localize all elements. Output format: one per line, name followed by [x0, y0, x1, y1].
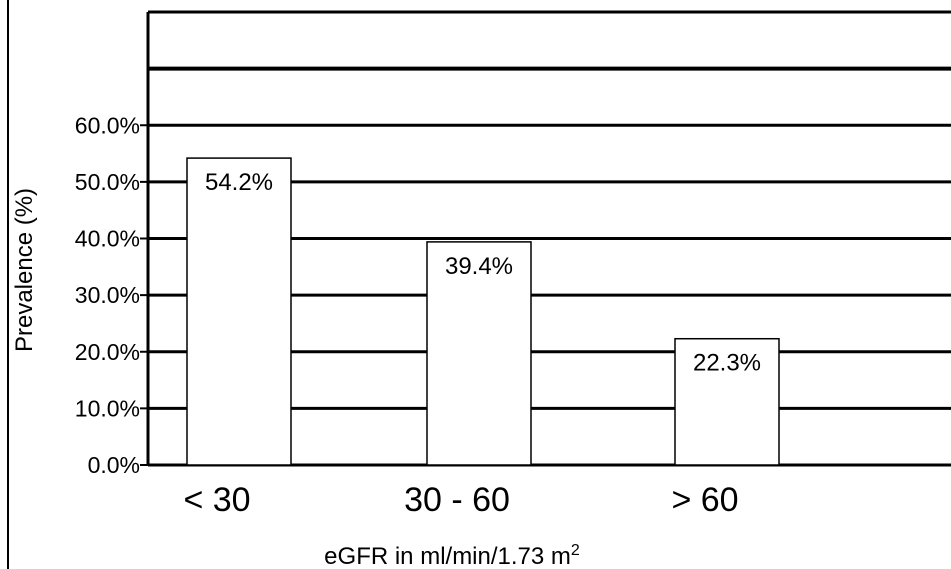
- bars: 54.2% 39.4% 22.3%: [186, 157, 780, 466]
- x-tick-label: < 30: [183, 481, 250, 519]
- y-tick-label: 30.0%: [75, 282, 140, 308]
- bar-data-label: 39.4%: [445, 253, 513, 280]
- y-tick-label: 10.0%: [75, 395, 140, 421]
- y-tick-label: 20.0%: [75, 339, 140, 365]
- x-tick-label: > 60: [671, 481, 738, 519]
- bar-data-label: 22.3%: [693, 350, 761, 377]
- y-tick-label: 0.0%: [88, 452, 140, 478]
- x-tick-label: 30 - 60: [404, 481, 510, 519]
- x-tick-labels: < 30 30 - 60 > 60: [183, 481, 738, 519]
- bar: [426, 241, 532, 466]
- bar-data-label: 54.2%: [205, 169, 273, 196]
- y-tick-label: 40.0%: [75, 226, 140, 252]
- y-tick-label: 50.0%: [75, 169, 140, 195]
- x-axis-label: eGFR in ml/min/1.73 m2: [324, 542, 580, 569]
- y-axis-label: Prevalence (%): [11, 188, 38, 352]
- x-axis-label-superscript: 2: [571, 542, 580, 559]
- bar: [186, 157, 292, 466]
- y-tick-label: 60.0%: [75, 112, 140, 138]
- bar: [674, 337, 780, 466]
- x-axis-label-text: eGFR in ml/min/1.73 m: [324, 543, 571, 569]
- y-tick-labels: 0.0% 10.0% 20.0% 30.0% 40.0% 50.0% 60.0%: [75, 112, 148, 478]
